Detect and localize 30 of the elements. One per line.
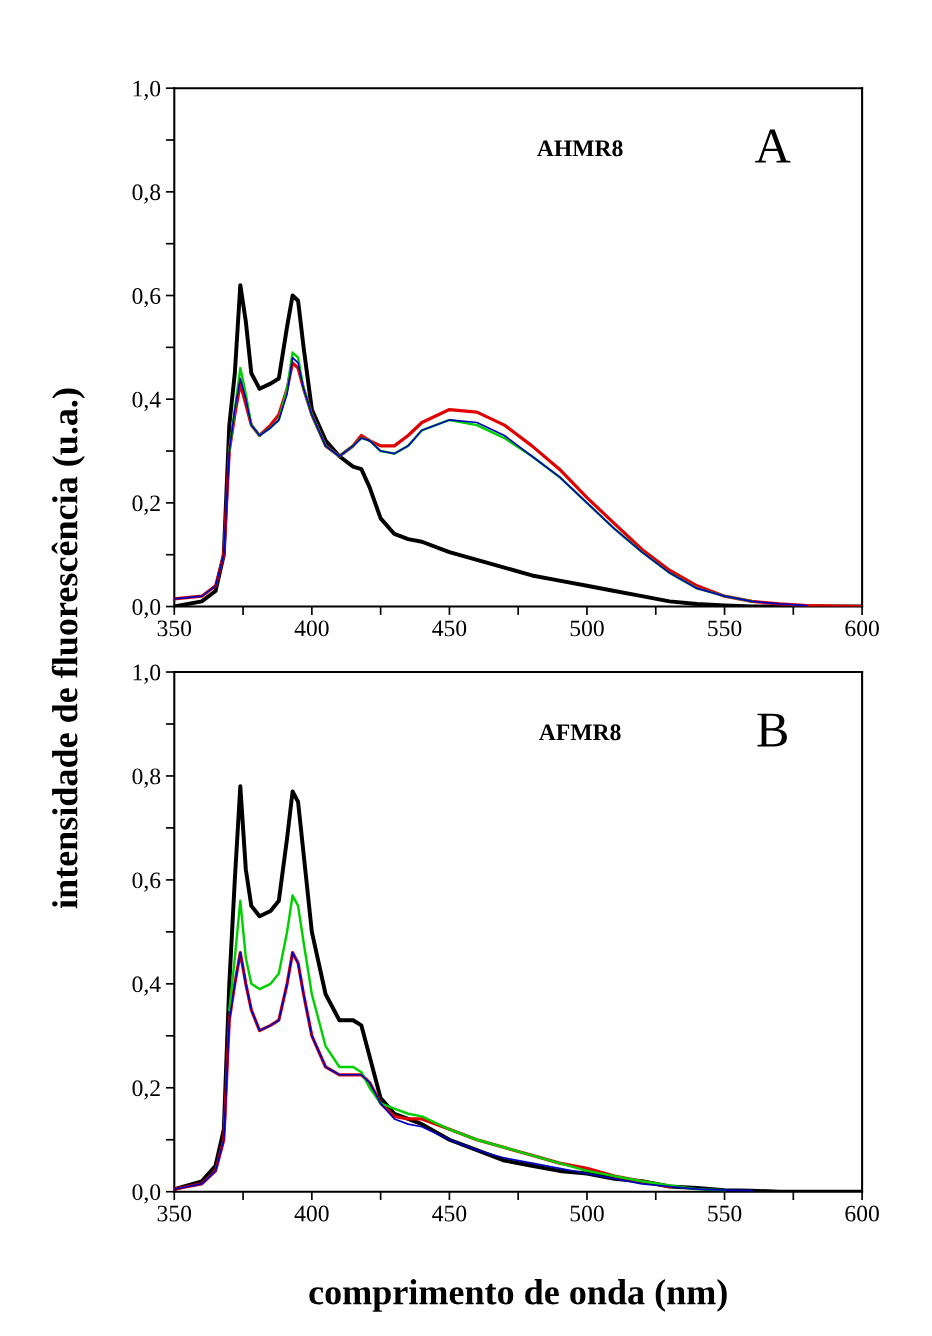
y-tick-label: 0,4	[132, 976, 161, 996]
x-tick-label: 500	[570, 620, 604, 637]
y-tick-label: 1,0	[133, 80, 161, 100]
y-axis-title: intensidade de fluorescência (u.a.)	[51, 388, 85, 909]
x-tick-label: 400	[294, 620, 329, 637]
y-tick-label: 0,0	[132, 599, 161, 619]
annotation: A	[755, 129, 791, 163]
annotation: AHMR8	[537, 140, 623, 157]
y-tick-label: 0,2	[132, 495, 160, 515]
annotation: AFMR8	[539, 724, 621, 741]
x-tick-label: 600	[845, 620, 879, 637]
y-tick-label: 0,8	[132, 768, 161, 788]
y-tick-label: 0,0	[132, 1184, 161, 1204]
x-tick-label: 350	[157, 620, 192, 637]
x-tick-label: 500	[570, 1205, 604, 1222]
x-tick-label: 550	[708, 620, 742, 637]
x-tick-label: 450	[432, 1205, 467, 1222]
x-tick-label: 450	[432, 620, 467, 637]
y-tick-label: 0,2	[132, 1080, 160, 1100]
x-tick-label: 350	[157, 1205, 192, 1222]
y-tick-label: 0,6	[132, 288, 161, 308]
x-axis-title: comprimento de onda (nm)	[309, 1279, 727, 1312]
x-tick-label: 600	[845, 1205, 879, 1222]
x-tick-label: 550	[708, 1205, 742, 1222]
y-tick-label: 0,4	[132, 391, 161, 412]
y-tick-label: 0,8	[132, 184, 161, 204]
y-tick-label: 0,6	[132, 872, 161, 892]
annotation: B	[757, 713, 787, 747]
x-tick-label: 400	[294, 1205, 329, 1222]
y-tick-label: 1,0	[133, 664, 161, 684]
